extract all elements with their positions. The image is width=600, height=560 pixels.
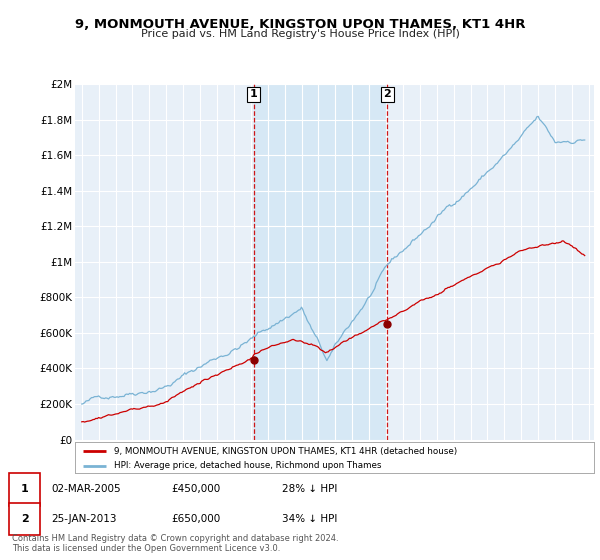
Text: 1: 1 (250, 90, 257, 99)
Text: HPI: Average price, detached house, Richmond upon Thames: HPI: Average price, detached house, Rich… (114, 461, 382, 470)
Text: Contains HM Land Registry data © Crown copyright and database right 2024.
This d: Contains HM Land Registry data © Crown c… (12, 534, 338, 553)
Bar (254, 84, 387, 440)
Text: 28% ↓ HPI: 28% ↓ HPI (282, 484, 337, 494)
Text: 34% ↓ HPI: 34% ↓ HPI (282, 514, 337, 524)
Text: 2: 2 (21, 514, 28, 524)
Text: Price paid vs. HM Land Registry's House Price Index (HPI): Price paid vs. HM Land Registry's House … (140, 29, 460, 39)
Text: £650,000: £650,000 (171, 514, 220, 524)
Text: 1: 1 (21, 484, 28, 494)
Text: 25-JAN-2013: 25-JAN-2013 (51, 514, 116, 524)
Text: £450,000: £450,000 (171, 484, 220, 494)
Text: 02-MAR-2005: 02-MAR-2005 (51, 484, 121, 494)
Text: 2: 2 (383, 90, 391, 99)
Text: 9, MONMOUTH AVENUE, KINGSTON UPON THAMES, KT1 4HR (detached house): 9, MONMOUTH AVENUE, KINGSTON UPON THAMES… (114, 446, 457, 455)
Text: 9, MONMOUTH AVENUE, KINGSTON UPON THAMES, KT1 4HR: 9, MONMOUTH AVENUE, KINGSTON UPON THAMES… (75, 18, 525, 31)
